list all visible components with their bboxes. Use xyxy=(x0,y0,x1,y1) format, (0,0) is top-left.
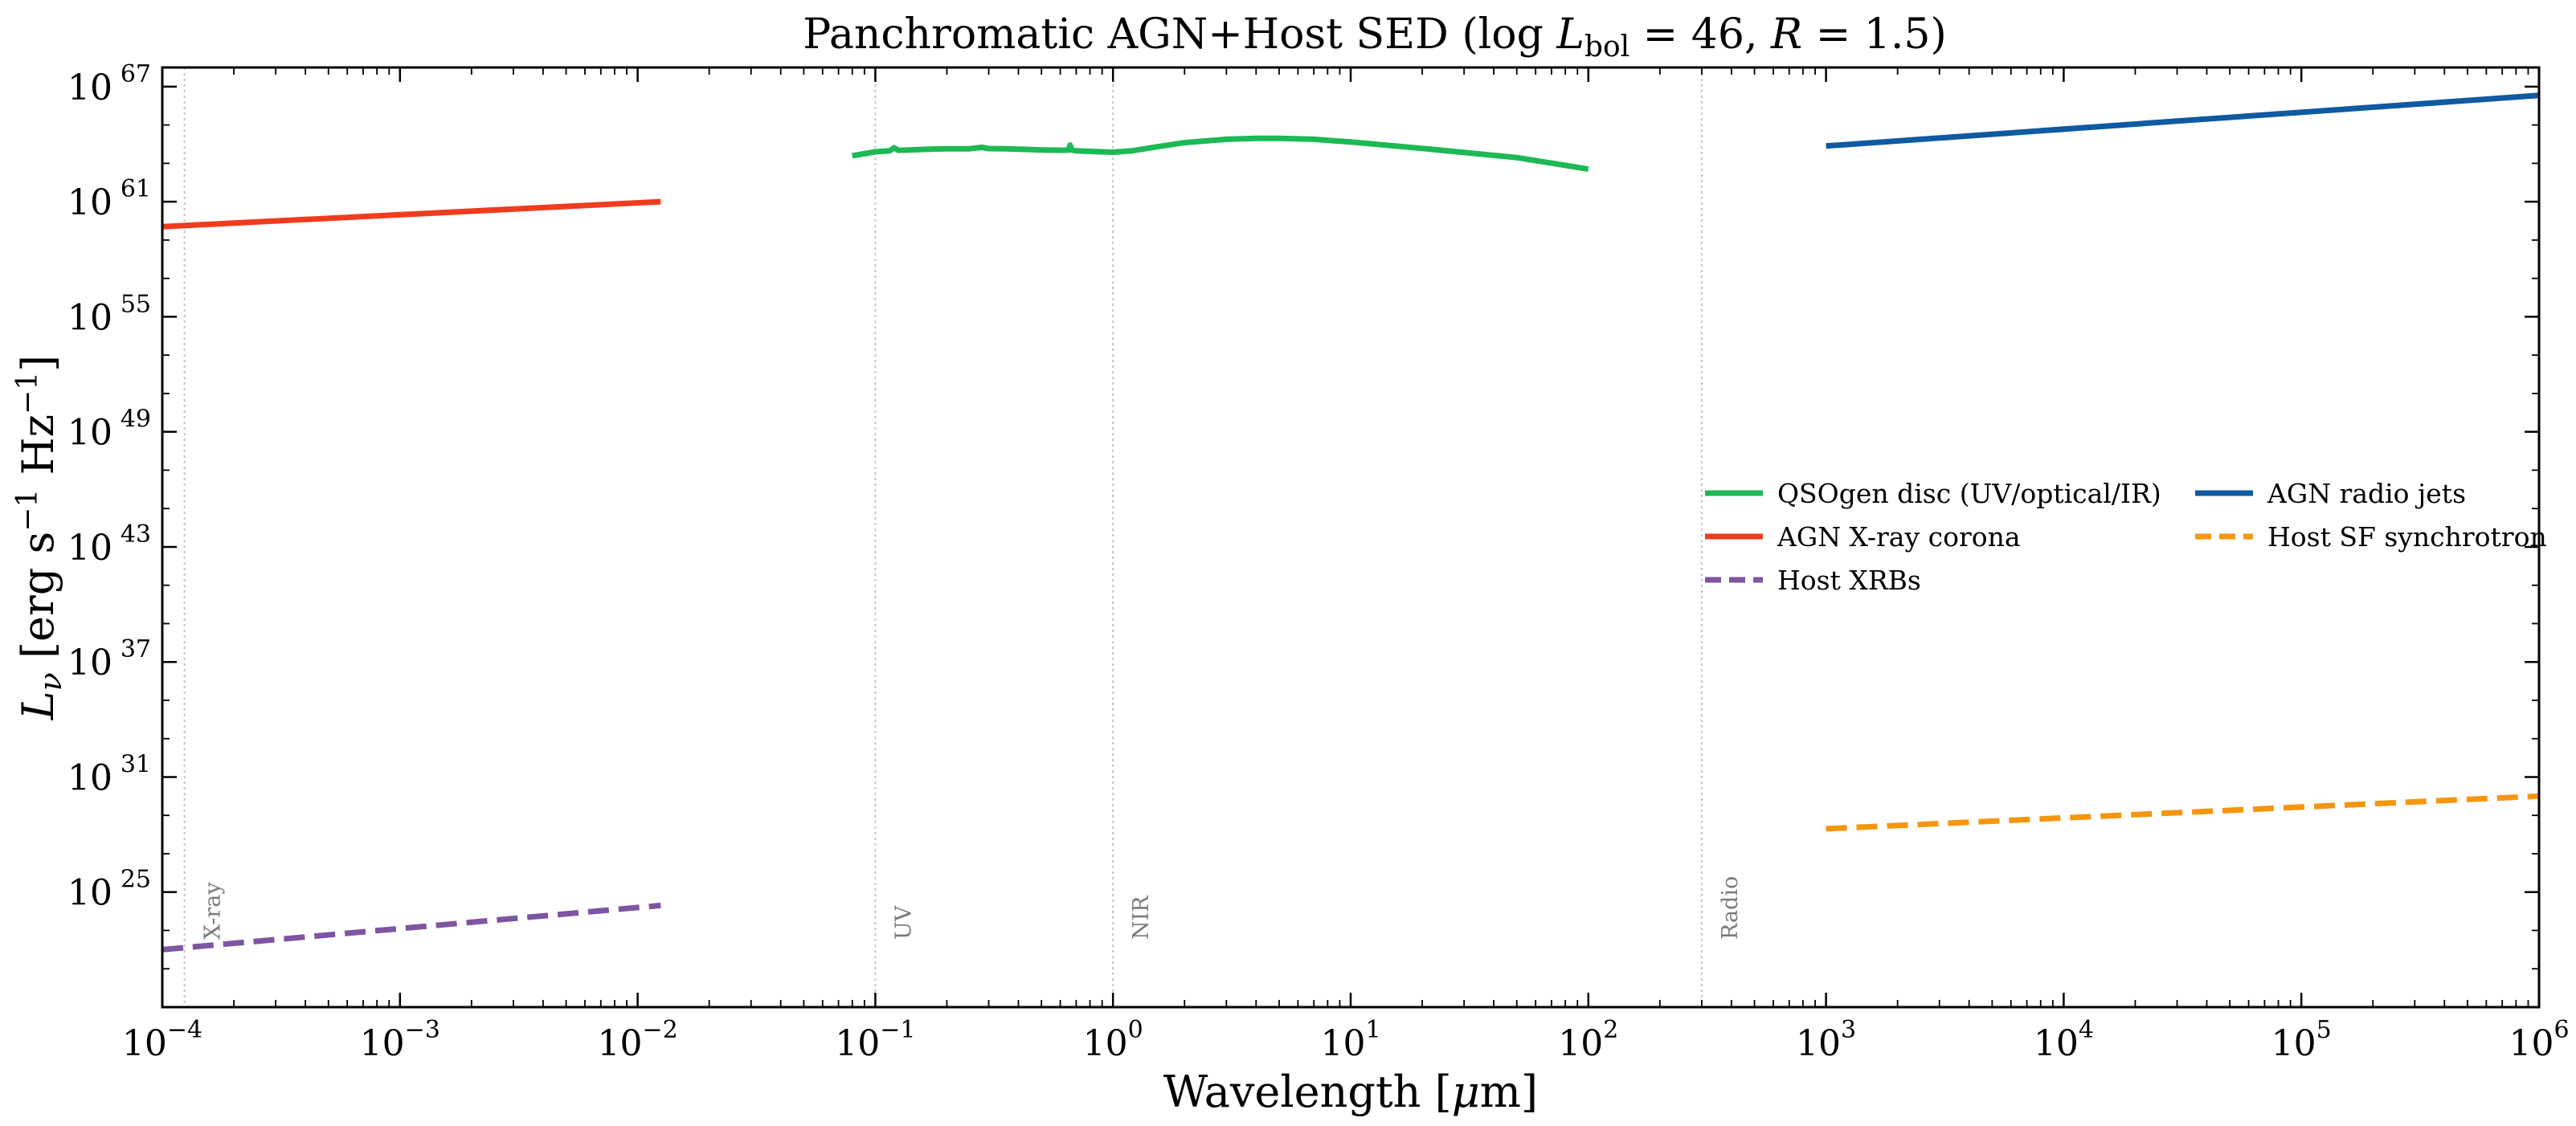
y-tick-label: 10 xyxy=(67,67,112,108)
x-tick-exponent: 2 xyxy=(1603,1016,1618,1044)
x-tick-exponent: 6 xyxy=(2554,1016,2569,1044)
x-tick-base: 10 xyxy=(835,1023,880,1064)
series-line-agn-x-ray-corona xyxy=(162,198,661,230)
series-line-qsogen-disc-uv-optical-ir xyxy=(852,135,1589,173)
y-tick-exponent: 25 xyxy=(121,866,151,894)
chart-title: Panchromatic AGN+Host SED (log Lbol = 46… xyxy=(803,10,1947,63)
title-main: Panchromatic AGN+Host SED (log xyxy=(803,10,1556,59)
xlabel-mu: μ xyxy=(1452,1067,1480,1117)
band-label-nir: NIR xyxy=(1129,895,1154,940)
x-tick-label: 10−4 xyxy=(122,1016,202,1064)
legend-label: Host SF synchrotron xyxy=(2267,521,2547,553)
band-label-x-ray: X-ray xyxy=(201,882,226,940)
legend-label: AGN X-ray corona xyxy=(1777,521,2021,553)
legend-label: AGN radio jets xyxy=(2267,478,2466,509)
legend-label: Host XRBs xyxy=(1777,565,1921,596)
y-tick-base: 10 xyxy=(67,873,112,914)
title-L: L xyxy=(1556,10,1584,59)
series-line-host-xrbs xyxy=(162,902,661,953)
band-label-radio: Radio xyxy=(1718,876,1743,940)
ylabel-unit: [erg s xyxy=(13,532,63,672)
x-tick-base: 10 xyxy=(1558,1023,1603,1064)
x-tick-exponent: 3 xyxy=(1841,1016,1856,1044)
x-tick-exponent: −4 xyxy=(167,1016,202,1044)
y-tick-exponent: 49 xyxy=(121,406,151,434)
xlabel-main: Wavelength [ xyxy=(1163,1067,1452,1117)
x-tick-label: 106 xyxy=(2509,1016,2569,1064)
x-tick-exponent: 1 xyxy=(1365,1016,1380,1044)
x-tick-label: 101 xyxy=(1320,1016,1380,1064)
x-tick-exponent: −3 xyxy=(405,1016,440,1044)
y-tick-exponent: 55 xyxy=(121,290,151,318)
ylabel-L: L xyxy=(13,691,63,720)
y-tick-exponent: 31 xyxy=(121,750,151,778)
legend-label: QSOgen disc (UV/optical/IR) xyxy=(1777,478,2161,509)
x-tick-base: 10 xyxy=(2509,1023,2554,1064)
ylabel-exp1: −1 xyxy=(11,489,44,532)
xlabel-unit: m] xyxy=(1480,1067,1538,1117)
title-L-subscript: bol xyxy=(1584,31,1629,63)
y-tick-base: 10 xyxy=(67,297,112,338)
x-tick-base: 10 xyxy=(1320,1023,1365,1064)
x-tick-base: 10 xyxy=(122,1023,167,1064)
x-axis-label: Wavelength [μm] xyxy=(1163,1067,1538,1117)
y-tick-label: 10 xyxy=(67,297,112,338)
y-tick-base: 10 xyxy=(67,757,112,798)
y-tick-label: 10 xyxy=(67,182,112,223)
y-tick-label: 10 xyxy=(67,413,112,454)
x-tick-base: 10 xyxy=(1796,1023,1841,1064)
x-tick-base: 10 xyxy=(2034,1023,2079,1064)
x-tick-base: 10 xyxy=(1083,1023,1128,1064)
y-tick-label: 10 xyxy=(67,643,112,683)
x-tick-label: 104 xyxy=(2034,1016,2094,1064)
y-tick-base: 10 xyxy=(67,182,112,223)
x-tick-label: 10−1 xyxy=(835,1016,915,1064)
y-tick-base: 10 xyxy=(67,528,112,569)
x-tick-base: 10 xyxy=(597,1023,642,1064)
ylabel-nu: ν xyxy=(33,672,68,691)
y-tick-exponent: 37 xyxy=(121,635,151,663)
x-tick-exponent: −1 xyxy=(880,1016,915,1044)
ylabel-hz: Hz xyxy=(13,414,63,489)
y-tick-base: 10 xyxy=(67,413,112,454)
x-tick-base: 10 xyxy=(2271,1023,2316,1064)
y-axis-label: Lν [erg s−1 Hz−1] xyxy=(11,355,68,720)
series-line-host-sf-synchrotron xyxy=(1826,793,2540,832)
ylabel-exp2: −1 xyxy=(11,372,44,414)
x-tick-base: 10 xyxy=(360,1023,405,1064)
x-tick-label: 100 xyxy=(1083,1016,1143,1064)
x-tick-label: 10−3 xyxy=(360,1016,440,1064)
y-tick-label: 10 xyxy=(67,873,112,914)
x-tick-label: 103 xyxy=(1796,1016,1856,1064)
y-tick-exponent: 61 xyxy=(121,175,151,203)
x-tick-exponent: 0 xyxy=(1128,1016,1143,1044)
y-tick-label: 10 xyxy=(67,528,112,569)
band-label-uv: UV xyxy=(891,905,916,940)
y-tick-exponent: 67 xyxy=(121,60,151,88)
y-tick-base: 10 xyxy=(67,67,112,108)
title-R-rest: = 1.5) xyxy=(1802,10,1947,59)
ylabel-close: ] xyxy=(13,355,63,372)
y-tick-label: 10 xyxy=(67,757,112,798)
y-tick-base: 10 xyxy=(67,643,112,683)
x-tick-exponent: −2 xyxy=(642,1016,677,1044)
y-tick-exponent: 43 xyxy=(121,520,151,549)
x-tick-label: 102 xyxy=(1558,1016,1618,1064)
title-rest: = 46, xyxy=(1629,10,1771,59)
x-tick-exponent: 4 xyxy=(2079,1016,2094,1044)
x-tick-label: 105 xyxy=(2271,1016,2332,1064)
x-tick-label: 10−2 xyxy=(597,1016,677,1064)
x-tick-exponent: 5 xyxy=(2316,1016,2332,1044)
title-R: R xyxy=(1770,10,1802,59)
series-line-agn-radio-jets xyxy=(1826,92,2540,149)
